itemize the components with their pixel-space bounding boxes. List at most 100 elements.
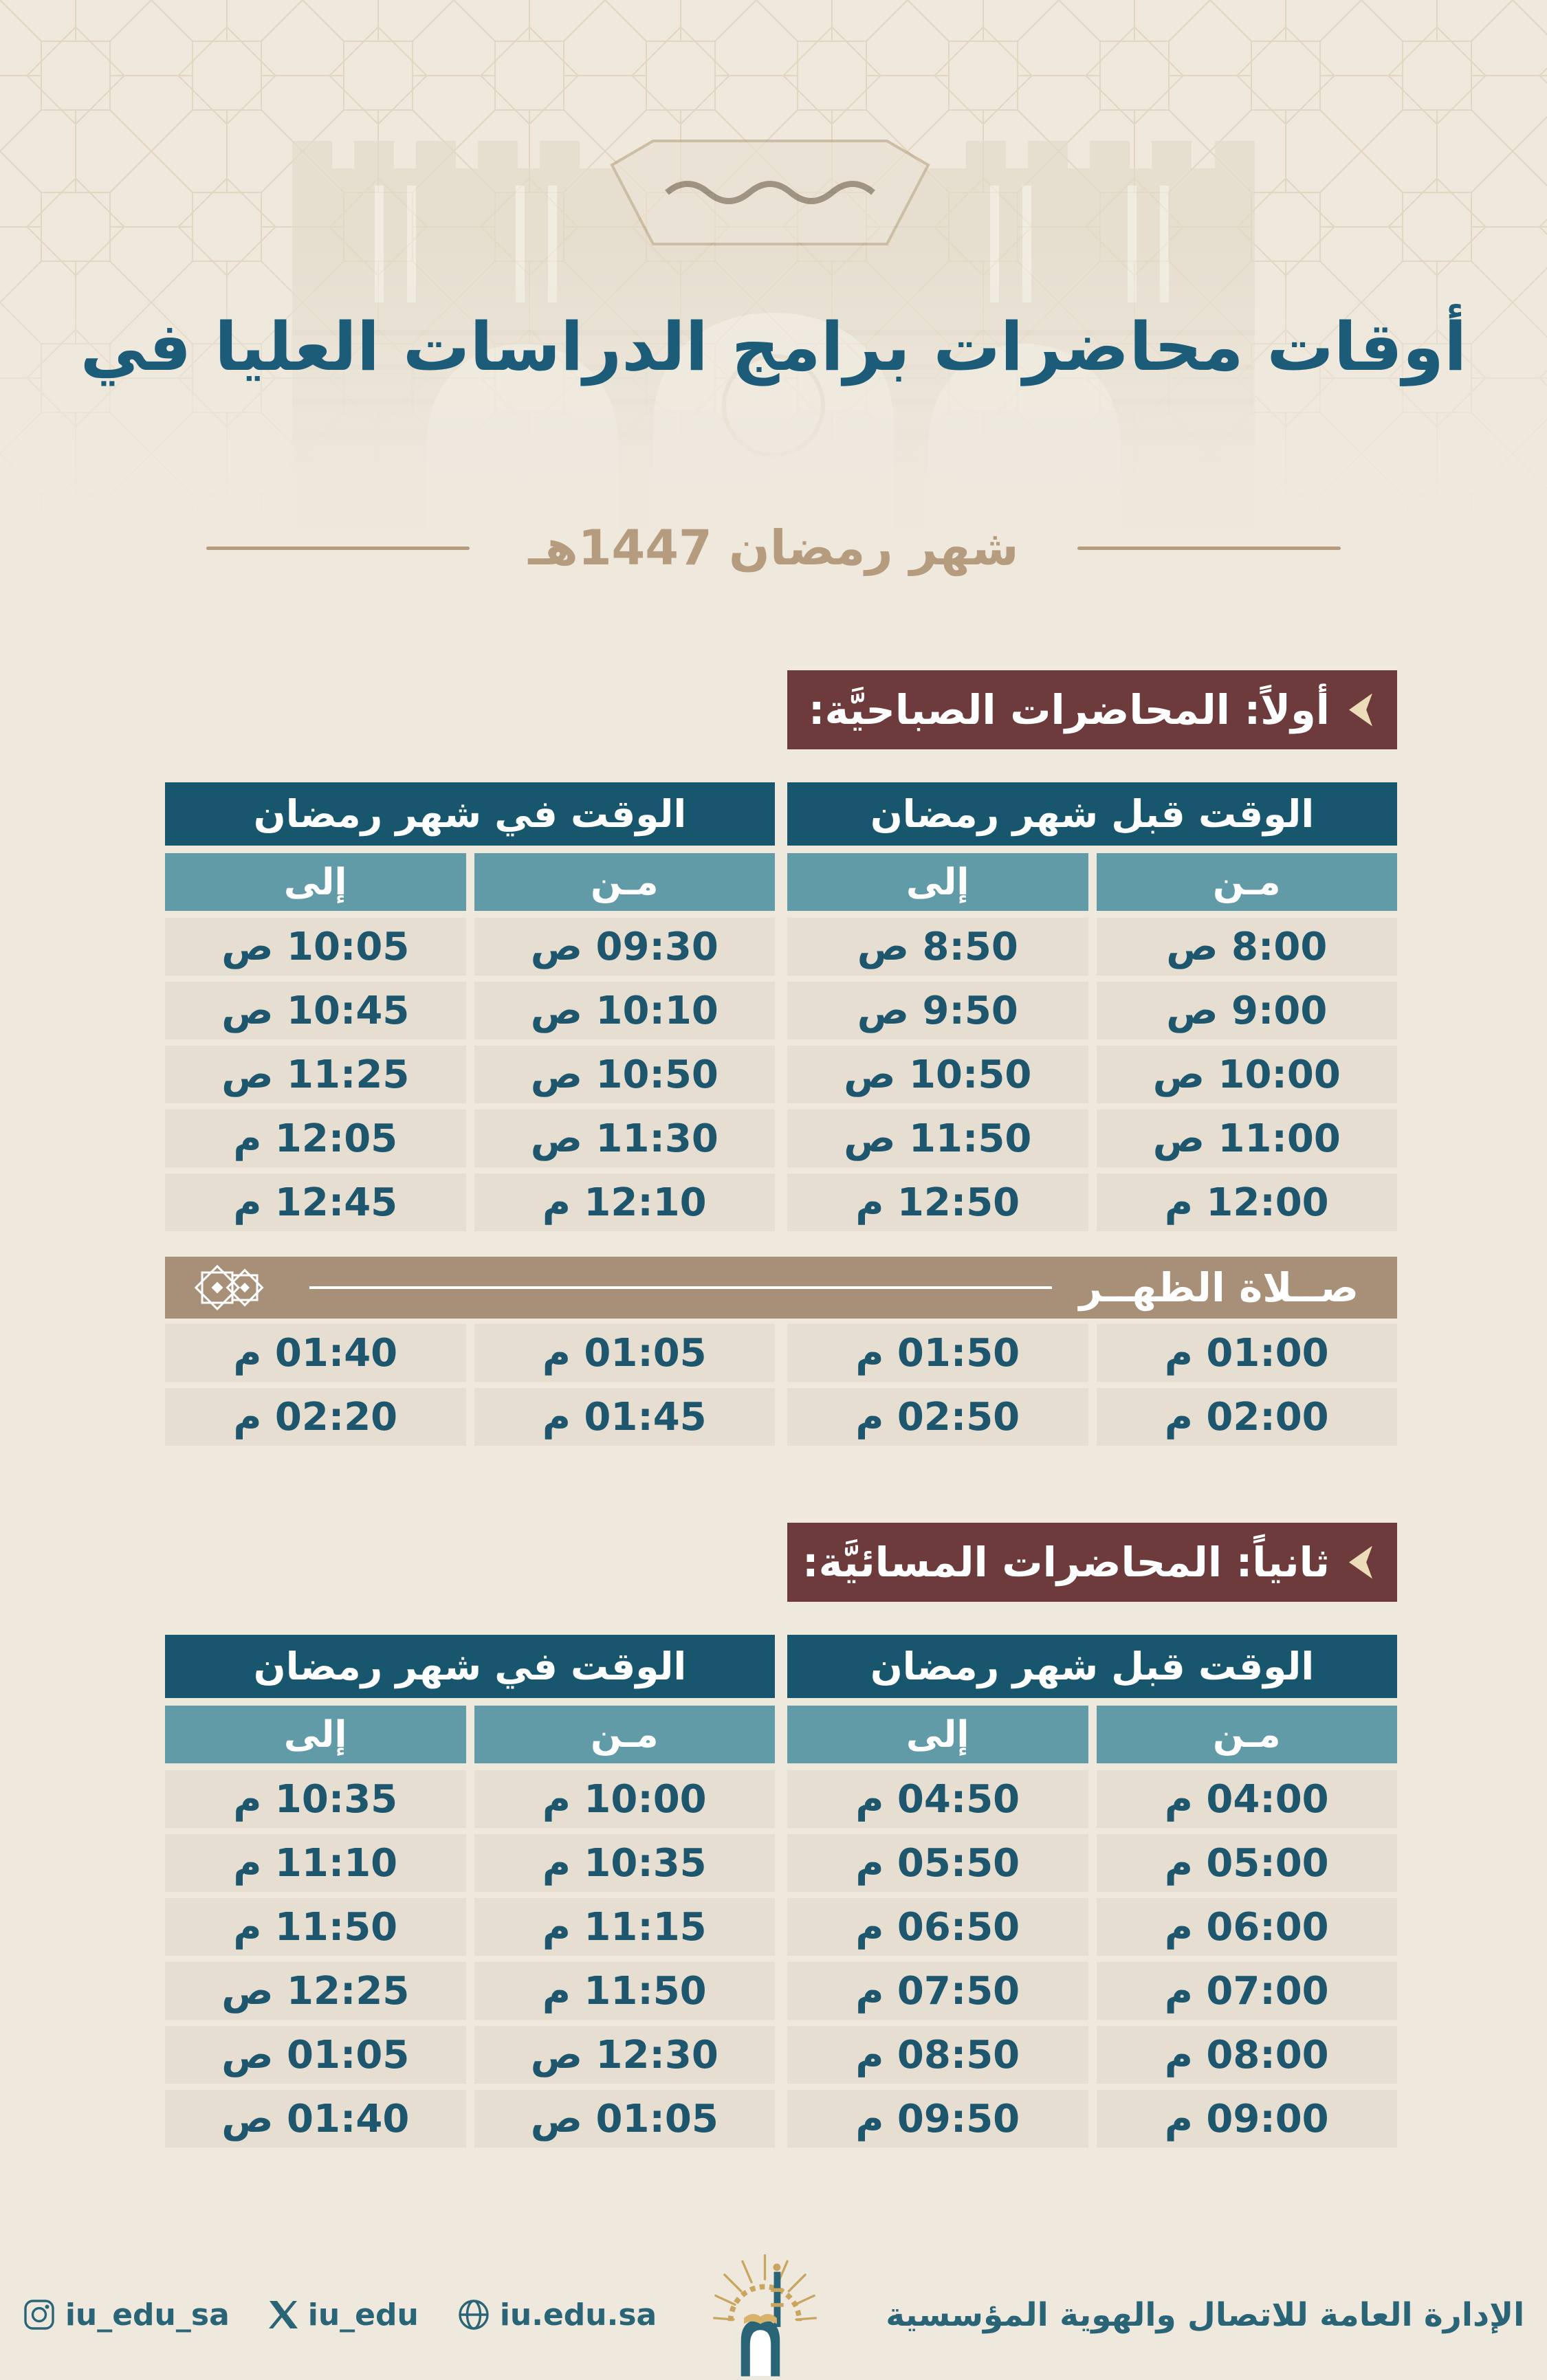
instagram-handle-text: iu_edu_sa xyxy=(65,2297,230,2333)
table-row: 01:45 م 02:20 م xyxy=(165,1388,775,1446)
time-from-cell: 11:30 ص xyxy=(474,1110,775,1167)
table-title-during-ramadan: الوقت في شهر رمضان xyxy=(165,1635,775,1698)
background-fade xyxy=(0,0,1547,550)
table-row: 10:00 ص 10:50 ص xyxy=(787,1046,1397,1103)
time-to-cell: 12:05 م xyxy=(165,1110,466,1167)
table-title-during-ramadan: الوقت في شهر رمضان xyxy=(165,782,775,846)
table-title-before-ramadan: الوقت قبل شهر رمضان xyxy=(787,1635,1397,1698)
globe-icon xyxy=(459,2300,489,2330)
time-to-cell: 02:20 م xyxy=(165,1388,466,1446)
time-from-cell: 9:00 ص xyxy=(1096,982,1397,1039)
subtitle-divider-line xyxy=(1077,546,1341,550)
subtitle-row: شهر رمضان 1447هـ xyxy=(206,510,1341,586)
column-headers: مـن إلى xyxy=(787,1706,1397,1763)
table-row: 04:00 م 04:50 م xyxy=(787,1770,1397,1828)
time-from-cell: 06:00 م xyxy=(1096,1898,1397,1956)
table-row: 10:00 م 10:35 م xyxy=(165,1770,775,1828)
prayer-divider-line xyxy=(309,1286,1052,1289)
website-item: iu.edu.sa xyxy=(457,2298,657,2333)
column-header-to: إلى xyxy=(165,853,466,911)
time-to-cell: 10:45 ص xyxy=(165,982,466,1039)
time-to-cell: 11:25 ص xyxy=(165,1046,466,1103)
morning-section-header: أولاً: المحاضرات الصباحيَّة: xyxy=(787,670,1397,749)
page-subtitle: شهر رمضان 1447هـ xyxy=(528,520,1019,576)
time-from-cell: 12:10 م xyxy=(474,1174,775,1231)
chevron-left-icon xyxy=(1349,1545,1372,1579)
time-to-cell: 05:50 م xyxy=(787,1834,1088,1892)
morning-section-heading: أولاً: المحاضرات الصباحيَّة: xyxy=(808,686,1330,734)
instagram-icon xyxy=(24,2300,54,2330)
time-to-cell: 02:50 م xyxy=(787,1388,1088,1446)
table-body: 01:00 م 01:50 م 02:00 م 02:50 م xyxy=(787,1324,1397,1446)
table-row: 06:00 م 06:50 م xyxy=(787,1898,1397,1956)
time-to-cell: 11:10 م xyxy=(165,1834,466,1892)
morning-before-ramadan-table: الوقت قبل شهر رمضان مـن إلى 8:00 ص 8:50 … xyxy=(787,782,1397,1231)
dhuhr-prayer-label: صــلاة الظهــر xyxy=(1079,1264,1359,1311)
time-to-cell: 07:50 م xyxy=(787,1962,1088,2020)
table-row: 12:10 م 12:45 م xyxy=(165,1174,775,1231)
time-to-cell: 06:50 م xyxy=(787,1898,1088,1956)
website-text: iu.edu.sa xyxy=(499,2297,657,2333)
table-body: 09:30 ص 10:05 ص 10:10 ص 10:45 ص 10:50 ص … xyxy=(165,918,775,1231)
time-from-cell: 09:30 ص xyxy=(474,918,775,976)
x-handle-text: iu_edu xyxy=(307,2297,419,2333)
column-headers: مـن إلى xyxy=(165,1706,775,1763)
time-to-cell: 9:50 ص xyxy=(787,982,1088,1039)
time-from-cell: 08:00 م xyxy=(1096,2026,1397,2084)
table-row: 09:00 م 09:50 م xyxy=(787,2090,1397,2148)
table-row: 09:30 ص 10:05 ص xyxy=(165,918,775,976)
morning-before-after-prayer-table: 01:00 م 01:50 م 02:00 م 02:50 م xyxy=(787,1324,1397,1446)
chevron-left-icon xyxy=(1349,693,1372,727)
table-row: 01:00 م 01:50 م xyxy=(787,1324,1397,1382)
dhuhr-prayer-band: صــلاة الظهــر xyxy=(165,1257,1397,1319)
time-to-cell: 10:05 ص xyxy=(165,918,466,976)
column-header-from: مـن xyxy=(1096,1706,1397,1763)
table-row: 01:05 ص 01:40 ص xyxy=(165,2090,775,2148)
time-to-cell: 11:50 م xyxy=(165,1898,466,1956)
table-row: 10:50 ص 11:25 ص xyxy=(165,1046,775,1103)
table-row: 07:00 م 07:50 م xyxy=(787,1962,1397,2020)
time-from-cell: 07:00 م xyxy=(1096,1962,1397,2020)
column-header-to: إلى xyxy=(787,1706,1088,1763)
time-from-cell: 11:00 ص xyxy=(1096,1110,1397,1167)
table-row: 05:00 م 05:50 م xyxy=(787,1834,1397,1892)
column-header-from: مـن xyxy=(1096,853,1397,911)
time-to-cell: 04:50 م xyxy=(787,1770,1088,1828)
morning-after-prayer-tables: 01:00 م 01:50 م 02:00 م 02:50 م 01:05 م … xyxy=(165,1324,1397,1446)
subtitle-divider-line xyxy=(206,546,470,550)
time-from-cell: 01:45 م xyxy=(474,1388,775,1446)
table-row: 10:10 ص 10:45 ص xyxy=(165,982,775,1039)
table-body: 8:00 ص 8:50 ص 9:00 ص 9:50 ص 10:00 ص 10:5… xyxy=(787,918,1397,1231)
time-from-cell: 11:15 م xyxy=(474,1898,775,1956)
table-row: 11:00 ص 11:50 ص xyxy=(787,1110,1397,1167)
time-to-cell: 10:50 ص xyxy=(787,1046,1088,1103)
time-to-cell: 08:50 م xyxy=(787,2026,1088,2084)
star-ornament-icon xyxy=(194,1264,264,1311)
time-to-cell: 12:50 م xyxy=(787,1174,1088,1231)
column-headers: مـن إلى xyxy=(787,853,1397,911)
table-body: 04:00 م 04:50 م 05:00 م 05:50 م 06:00 م … xyxy=(787,1770,1397,2148)
time-from-cell: 09:00 م xyxy=(1096,2090,1397,2148)
evening-during-ramadan-table: الوقت في شهر رمضان مـن إلى 10:00 م 10:35… xyxy=(165,1635,775,2148)
time-from-cell: 10:35 م xyxy=(474,1834,775,1892)
time-to-cell: 10:35 م xyxy=(165,1770,466,1828)
table-row: 02:00 م 02:50 م xyxy=(787,1388,1397,1446)
time-from-cell: 11:50 م xyxy=(474,1962,775,2020)
column-header-to: إلى xyxy=(165,1706,466,1763)
time-to-cell: 12:45 م xyxy=(165,1174,466,1231)
evening-section-heading: ثانياً: المحاضرات المسائيَّة: xyxy=(802,1539,1330,1586)
table-body: 01:05 م 01:40 م 01:45 م 02:20 م xyxy=(165,1324,775,1446)
table-body: 10:00 م 10:35 م 10:35 م 11:10 م 11:15 م … xyxy=(165,1770,775,2148)
page-title: أوقات محاضرات برامج الدراسات العليا في xyxy=(80,308,1468,386)
time-from-cell: 12:30 ص xyxy=(474,2026,775,2084)
column-header-from: مـن xyxy=(474,853,775,911)
time-from-cell: 01:00 م xyxy=(1096,1324,1397,1382)
evening-section-header: ثانياً: المحاضرات المسائيَّة: xyxy=(787,1523,1397,1602)
time-from-cell: 05:00 م xyxy=(1096,1834,1397,1892)
x-item: iu_edu xyxy=(268,2298,419,2333)
footer-department-text: الإدارة العامة للاتصال والهوية المؤسسية xyxy=(886,2295,1525,2334)
table-row: 10:35 م 11:10 م xyxy=(165,1834,775,1892)
column-header-to: إلى xyxy=(787,853,1088,911)
morning-during-ramadan-table: الوقت في شهر رمضان مـن إلى 09:30 ص 10:05… xyxy=(165,782,775,1231)
